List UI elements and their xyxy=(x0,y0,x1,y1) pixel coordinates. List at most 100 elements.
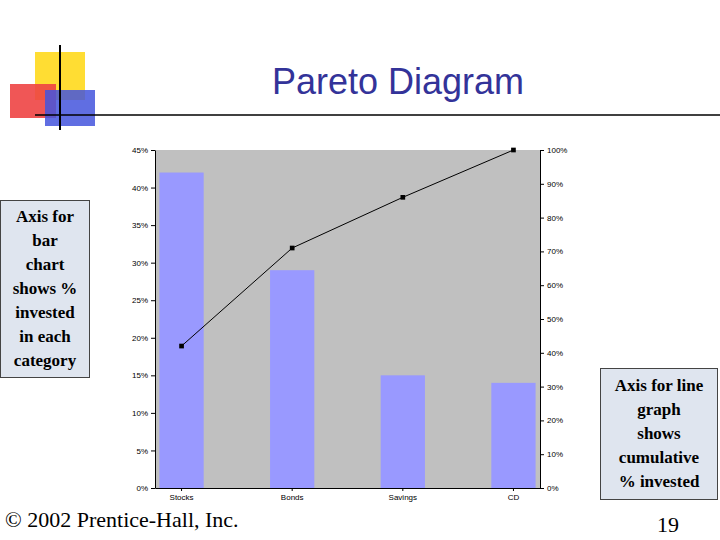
x-axis: Stocks Bonds Savings CD xyxy=(156,488,541,502)
tick-mark xyxy=(540,184,544,185)
axis-line xyxy=(155,151,156,489)
tick-label: 25% xyxy=(132,296,148,305)
tick: 35% xyxy=(132,221,155,230)
tick-mark xyxy=(540,285,544,286)
tick: 15% xyxy=(132,371,155,380)
annotation-line: in each xyxy=(5,325,85,349)
tick: Stocks xyxy=(170,488,194,502)
tick-mark xyxy=(513,488,514,491)
tick: 30% xyxy=(540,383,563,392)
deco-line xyxy=(59,45,61,130)
tick-label: 35% xyxy=(132,221,148,230)
tick-label: 45% xyxy=(132,146,148,155)
tick-mark xyxy=(151,300,155,301)
tick-mark xyxy=(292,488,293,491)
tick-mark xyxy=(540,251,544,252)
decoration xyxy=(10,45,720,130)
annotation-line: % invested xyxy=(605,470,713,494)
tick: 40% xyxy=(132,184,155,193)
tick: 10% xyxy=(132,409,155,418)
annotation-line: chart xyxy=(5,253,85,277)
annotation-line: graph xyxy=(605,398,713,422)
marker xyxy=(400,195,405,200)
tick-label: 50% xyxy=(547,315,563,324)
tick: 20% xyxy=(540,416,563,425)
tick-label: CD xyxy=(508,493,520,502)
tick: 0% xyxy=(136,484,155,493)
slide: Pareto Diagram 0% 5% 10% 15% 20% 25% 30% 35% 40% 4… xyxy=(0,0,720,540)
tick-mark xyxy=(540,319,544,320)
tick: Savings xyxy=(389,488,417,502)
marker xyxy=(511,148,516,153)
annotation-line: Axis for xyxy=(5,205,85,229)
annotation: Axis forbarchartshows %investedin eachca… xyxy=(0,200,90,378)
tick-mark xyxy=(540,454,544,455)
tick-label: 20% xyxy=(132,334,148,343)
tick-label: 15% xyxy=(132,371,148,380)
tick: 80% xyxy=(540,214,563,223)
tick: 25% xyxy=(132,296,155,305)
annotation-line: shows xyxy=(605,422,713,446)
tick-mark xyxy=(540,387,544,388)
tick-mark xyxy=(151,338,155,339)
axis-line xyxy=(156,488,541,489)
tick-mark xyxy=(151,413,155,414)
tick-label: 30% xyxy=(132,259,148,268)
tick-label: 0% xyxy=(136,484,148,493)
tick: 70% xyxy=(540,247,563,256)
tick-label: 30% xyxy=(547,383,563,392)
tick-mark xyxy=(540,218,544,219)
tick: 100% xyxy=(540,146,567,155)
tick-label: 5% xyxy=(136,447,148,456)
y2-axis: 0% 10% 20% 30% 40% 50% 60% 70% 80% 90% 100% xyxy=(540,146,567,493)
tick: CD xyxy=(508,488,520,502)
line xyxy=(182,150,514,346)
tick-mark xyxy=(151,488,155,489)
marks xyxy=(159,148,535,488)
tick-label: 60% xyxy=(547,281,563,290)
tick-label: Stocks xyxy=(170,493,194,502)
annotation-line: bar xyxy=(5,229,85,253)
tick: 90% xyxy=(540,180,563,189)
tick-label: 80% xyxy=(547,214,563,223)
bar xyxy=(270,270,314,488)
copyright: © 2002 Prentice-Hall, Inc. xyxy=(5,507,239,532)
marker xyxy=(179,344,184,349)
tick: 60% xyxy=(540,281,563,290)
annotation: Axis for linegraphshowscumulative% inves… xyxy=(600,368,718,500)
annotation-line: cumulative xyxy=(605,446,713,470)
tick: 50% xyxy=(540,315,563,324)
annotation-line: Axis for line xyxy=(605,374,713,398)
markers xyxy=(179,148,516,349)
deco-square xyxy=(45,90,95,126)
annotation-line: invested xyxy=(5,301,85,325)
page-number: 19 xyxy=(657,512,679,537)
bar-series xyxy=(159,173,535,488)
bar xyxy=(491,383,535,488)
tick: 10% xyxy=(540,450,563,459)
tick-mark xyxy=(151,450,155,451)
tick-label: Savings xyxy=(389,493,417,502)
tick-label: 70% xyxy=(547,247,563,256)
tick-label: 90% xyxy=(547,180,563,189)
tick-mark xyxy=(402,488,403,491)
tick-label: 40% xyxy=(132,184,148,193)
tick: Bonds xyxy=(281,488,304,502)
deco-line xyxy=(35,114,720,116)
annotation-line: shows % xyxy=(5,277,85,301)
plot-background xyxy=(155,150,540,488)
tick: 30% xyxy=(132,259,155,268)
bar xyxy=(159,173,203,488)
marker xyxy=(290,246,295,251)
title: Pareto Diagram xyxy=(272,61,524,102)
tick-label: 0% xyxy=(547,484,559,493)
tick-mark xyxy=(540,420,544,421)
tick-mark xyxy=(151,375,155,376)
tick-mark xyxy=(181,488,182,491)
tick-mark xyxy=(151,263,155,264)
tick-label: Bonds xyxy=(281,493,304,502)
tick-label: 40% xyxy=(547,349,563,358)
bar xyxy=(381,375,425,488)
tick-mark xyxy=(151,188,155,189)
tick-mark xyxy=(540,150,544,151)
